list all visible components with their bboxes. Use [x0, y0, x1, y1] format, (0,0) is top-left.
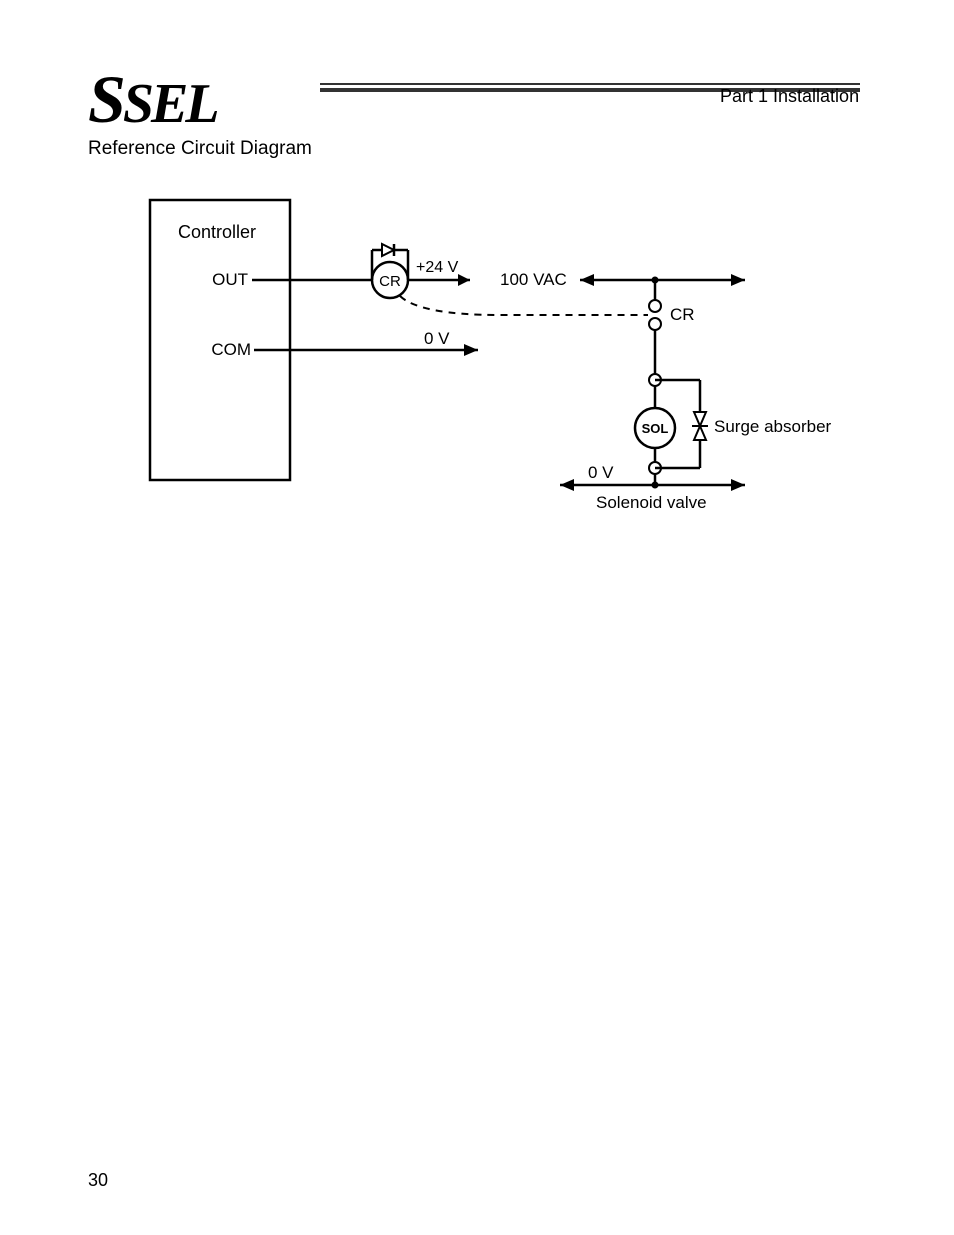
arrow-100vac-right: [731, 274, 745, 286]
cr-contact-top: [649, 300, 661, 312]
sol-label: SOL: [642, 421, 669, 436]
out-label: OUT: [212, 270, 248, 289]
surge-label: Surge absorber: [714, 417, 832, 436]
arrow-0v-bot-left: [560, 479, 574, 491]
circuit-diagram: Controller OUT COM CR +24 V 100 VAC: [0, 0, 954, 600]
arrow-24v: [458, 274, 470, 286]
page: SSEL Part 1 Installation Reference Circu…: [0, 0, 954, 1235]
zero-v-mid-label: 0 V: [424, 329, 450, 348]
arrow-100vac-left: [580, 274, 594, 286]
plus24-label: +24 V: [416, 259, 459, 276]
cr-contact-bottom: [649, 318, 661, 330]
solenoid-valve-label: Solenoid valve: [596, 493, 707, 512]
cr-relay-label: CR: [379, 273, 401, 290]
controller-label: Controller: [178, 222, 256, 242]
cr-mechanical-link: [400, 296, 648, 315]
com-label: COM: [211, 340, 251, 359]
cr-contact-label: CR: [670, 305, 695, 324]
vac-label: 100 VAC: [500, 270, 567, 289]
arrow-0v-bot-right: [731, 479, 745, 491]
zero-v-bottom-label: 0 V: [588, 463, 614, 482]
arrow-0v-mid: [464, 344, 478, 356]
page-number: 30: [88, 1170, 108, 1191]
surge-bottom-triangle: [694, 426, 706, 440]
diode-icon: [382, 244, 394, 256]
